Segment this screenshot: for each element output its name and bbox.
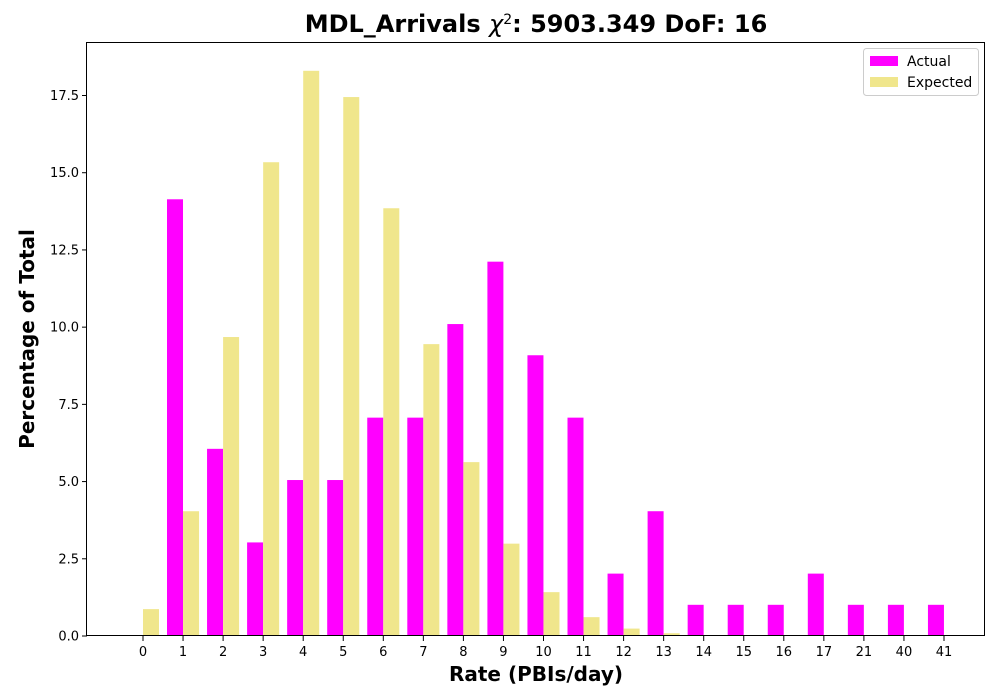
y-tick-label: 5.0 (58, 475, 79, 490)
bar-expected-4 (303, 70, 320, 637)
y-tick-label: 0.0 (58, 630, 79, 645)
y-tick-label: 17.5 (50, 89, 79, 104)
bar-actual-10 (527, 355, 544, 636)
y-axis: 0.0 2.5 5.0 7.5 10.0 12.5 15.0 17.5 (50, 89, 87, 645)
x-tick-label: 16 (776, 645, 793, 660)
bar-actual-41 (927, 604, 944, 636)
bar-expected-13 (663, 633, 680, 636)
x-tick-label: 40 (896, 645, 913, 660)
x-tick-label: 13 (655, 645, 672, 660)
y-tick-label: 15.0 (50, 166, 79, 181)
x-tick-label: 11 (575, 645, 592, 660)
x-tick-label: 4 (299, 645, 307, 660)
bar-actual-40 (887, 604, 904, 636)
bar-actual-11 (567, 417, 584, 636)
chart-title: MDL_Arrivals χ2: 5903.349 DoF: 16 (305, 10, 768, 38)
bar-actual-2 (207, 448, 224, 636)
bars-layer (143, 70, 944, 637)
bar-expected-1 (183, 511, 200, 636)
bar-actual-1 (167, 199, 183, 636)
x-tick-label: 41 (936, 645, 953, 660)
x-tick-label: 2 (219, 645, 227, 660)
legend-swatch-actual (870, 56, 898, 66)
y-tick-label: 12.5 (50, 243, 79, 258)
bar-actual-16 (767, 604, 784, 636)
bar-actual-12 (607, 573, 624, 636)
bar-expected-11 (583, 617, 600, 636)
bar-actual-21 (847, 604, 864, 636)
bar-expected-8 (463, 462, 480, 636)
x-tick-label: 17 (816, 645, 833, 660)
bar-actual-5 (327, 480, 344, 636)
plot-frame (86, 42, 985, 636)
bar-expected-9 (503, 543, 520, 636)
x-tick-label: 3 (259, 645, 267, 660)
legend-label-actual: Actual (907, 54, 951, 70)
bar-actual-15 (727, 604, 744, 636)
bar-expected-3 (263, 162, 280, 636)
x-tick-label: 10 (535, 645, 552, 660)
bar-actual-13 (647, 511, 664, 636)
legend-label-expected: Expected (907, 75, 972, 91)
bar-actual-7 (407, 417, 424, 636)
x-tick-label: 15 (735, 645, 752, 660)
bar-actual-14 (687, 604, 704, 636)
y-tick-label: 2.5 (58, 552, 79, 567)
y-tick-label: 7.5 (58, 398, 79, 413)
bar-expected-12 (623, 628, 640, 636)
y-tick-label: 10.0 (50, 321, 79, 336)
x-tick-label: 14 (695, 645, 712, 660)
x-tick-label: 8 (459, 645, 467, 660)
bar-actual-4 (287, 480, 304, 636)
bar-expected-5 (343, 97, 360, 637)
bar-actual-6 (367, 417, 384, 636)
bar-actual-3 (247, 542, 264, 636)
x-tick-label: 0 (139, 645, 147, 660)
bar-actual-8 (447, 324, 464, 636)
x-tick-label: 9 (499, 645, 507, 660)
bar-expected-0 (143, 609, 159, 636)
x-tick-label: 12 (615, 645, 632, 660)
bar-expected-6 (383, 208, 400, 637)
bar-expected-7 (423, 344, 440, 636)
x-axis: 0 1 2 3 4 5 6 7 8 9 10 11 12 13 14 15 16 17 21 40 41 (139, 636, 952, 660)
x-tick-label: 5 (339, 645, 347, 660)
bar-actual-9 (487, 261, 504, 636)
x-tick-label: 6 (379, 645, 387, 660)
bar-actual-17 (807, 573, 824, 636)
y-axis-label: Percentage of Total (15, 229, 39, 449)
x-tick-label: 1 (179, 645, 187, 660)
bar-expected-10 (543, 592, 560, 636)
x-tick-label: 21 (856, 645, 873, 660)
legend: Actual Expected (863, 48, 979, 96)
x-tick-label: 7 (419, 645, 427, 660)
x-axis-label: Rate (PBIs/day) (449, 662, 623, 686)
bar-expected-2 (223, 337, 240, 636)
legend-swatch-expected (870, 77, 898, 87)
